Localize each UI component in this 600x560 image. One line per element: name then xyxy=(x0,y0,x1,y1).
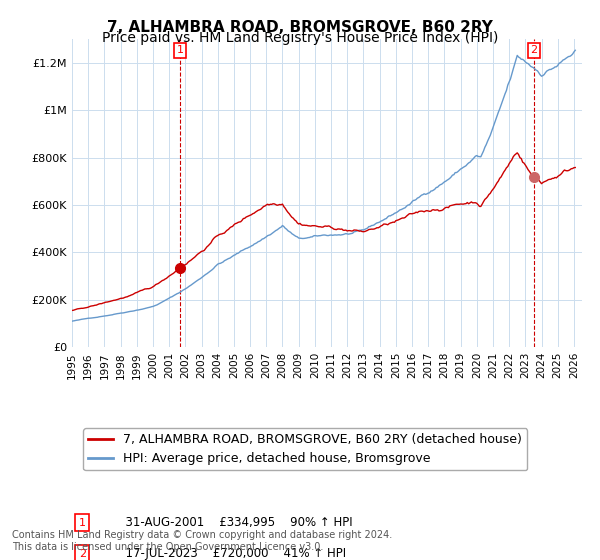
Text: Price paid vs. HM Land Registry's House Price Index (HPI): Price paid vs. HM Land Registry's House … xyxy=(102,31,498,45)
Text: 1: 1 xyxy=(79,518,86,528)
Text: Contains HM Land Registry data © Crown copyright and database right 2024.
This d: Contains HM Land Registry data © Crown c… xyxy=(12,530,392,552)
Text: 2: 2 xyxy=(79,549,86,558)
Legend: 7, ALHAMBRA ROAD, BROMSGROVE, B60 2RY (detached house), HPI: Average price, deta: 7, ALHAMBRA ROAD, BROMSGROVE, B60 2RY (d… xyxy=(83,428,527,470)
Text: 17-JUL-2023    £720,000    41% ↑ HPI: 17-JUL-2023 £720,000 41% ↑ HPI xyxy=(118,547,346,560)
Text: 31-AUG-2001    £334,995    90% ↑ HPI: 31-AUG-2001 £334,995 90% ↑ HPI xyxy=(118,516,353,529)
Text: 7, ALHAMBRA ROAD, BROMSGROVE, B60 2RY: 7, ALHAMBRA ROAD, BROMSGROVE, B60 2RY xyxy=(107,20,493,35)
Text: 2: 2 xyxy=(530,45,538,55)
Text: 1: 1 xyxy=(176,45,184,55)
